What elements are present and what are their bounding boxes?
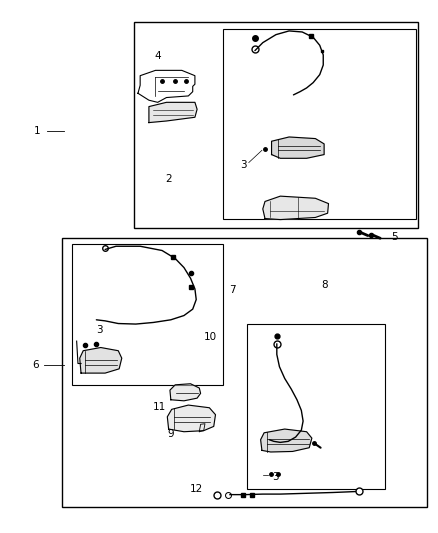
Polygon shape	[167, 405, 215, 432]
Bar	[247, 324, 385, 489]
Polygon shape	[272, 137, 324, 158]
Polygon shape	[263, 196, 328, 220]
Text: 7: 7	[229, 286, 236, 295]
Text: 8: 8	[321, 280, 328, 290]
Polygon shape	[261, 429, 312, 452]
Text: 11: 11	[153, 402, 166, 411]
Text: 3: 3	[272, 472, 279, 482]
Bar	[62, 238, 427, 507]
Text: 12: 12	[190, 484, 203, 494]
Bar	[72, 244, 223, 385]
Text: 5: 5	[391, 232, 398, 242]
Polygon shape	[80, 348, 122, 373]
Text: 10: 10	[204, 332, 217, 342]
Text: 1: 1	[34, 126, 41, 135]
Bar	[134, 22, 418, 228]
Text: 2: 2	[165, 174, 172, 183]
Polygon shape	[170, 384, 201, 401]
Polygon shape	[149, 102, 197, 123]
Text: 6: 6	[32, 360, 39, 370]
Text: 9: 9	[167, 430, 174, 439]
Bar	[223, 29, 416, 219]
Text: 4: 4	[154, 51, 161, 61]
Text: 3: 3	[240, 160, 247, 170]
Text: 3: 3	[96, 326, 103, 335]
